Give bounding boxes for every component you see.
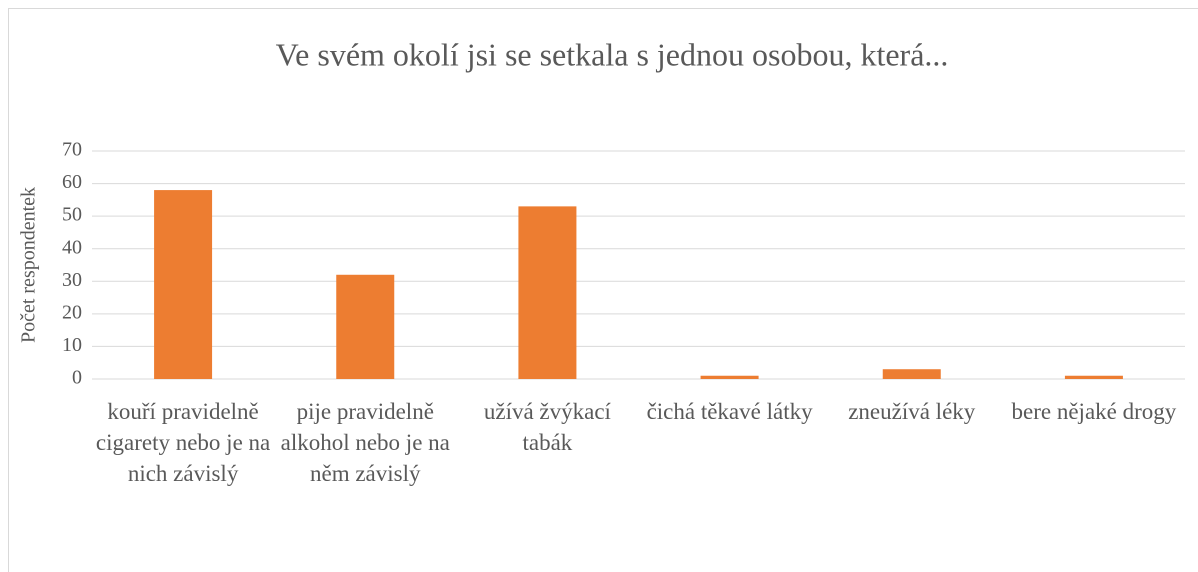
y-tick-label: 0 [72,367,82,389]
y-tick-label: 60 [62,171,82,193]
bar [336,274,395,379]
y-tick-label: 40 [62,236,82,258]
y-tick-label: 50 [62,204,82,226]
bar [882,369,941,379]
x-tick-label: zneužívá léky [848,399,976,424]
y-tick-label: 10 [62,334,82,356]
x-tick-label: čichá těkavé látky [646,399,813,424]
y-tick-label: 30 [62,269,82,291]
chart-title: Ve svém okolí jsi se setkala s jednou os… [276,36,949,72]
x-tick-label: užívá žvýkací tabák [483,399,611,455]
y-tick-label: 70 [62,139,82,161]
bar [154,190,213,379]
x-tick-label: kouří pravidelně cigarety nebo je na nic… [95,399,271,486]
x-tick-label: bere nějaké drogy [1011,399,1177,424]
y-axis-label: Počet respondentek [18,187,40,343]
bar [518,206,577,379]
x-tick-label: pije pravidelně alkohol nebo je na něm z… [280,399,450,486]
bar [1064,375,1123,379]
bar [700,375,759,379]
y-tick-label: 20 [62,301,82,323]
chart-border [8,8,1198,572]
